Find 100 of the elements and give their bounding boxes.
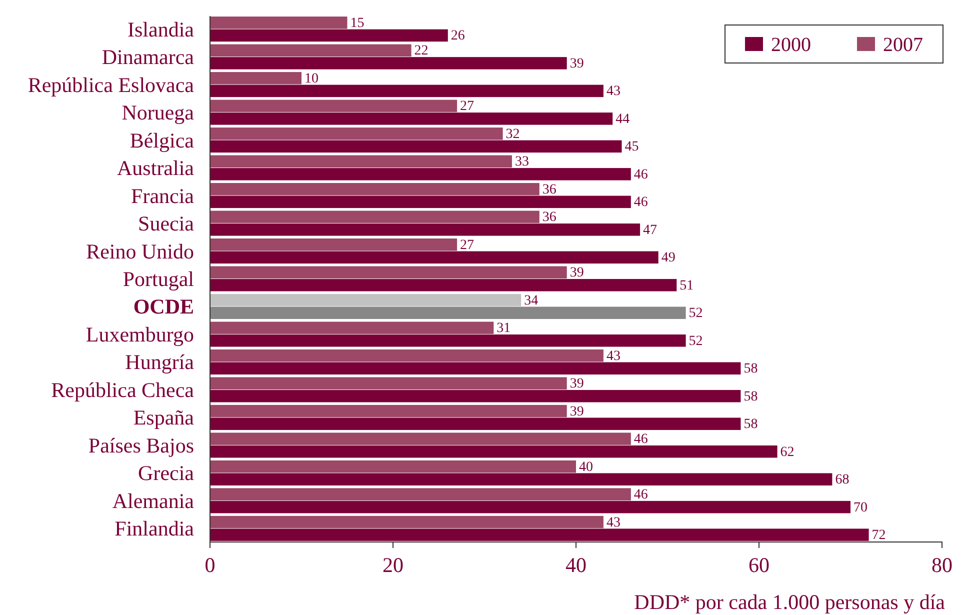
data-label: 27 — [460, 238, 474, 253]
y-tick-label: Australia — [117, 156, 195, 180]
data-label: 34 — [524, 293, 538, 308]
data-label: 70 — [854, 500, 868, 516]
bar — [210, 128, 503, 140]
bar — [210, 266, 567, 278]
bar — [210, 29, 448, 42]
x-tick-label: 60 — [748, 553, 770, 577]
y-tick-label: Noruega — [122, 100, 195, 125]
data-label: 36 — [542, 210, 556, 226]
bar — [210, 72, 302, 84]
x-tick-label: 20 — [382, 553, 404, 577]
data-label: 45 — [624, 140, 639, 155]
data-label: 39 — [570, 56, 584, 72]
data-label: 39 — [570, 404, 584, 420]
bar — [210, 334, 686, 347]
bar — [210, 168, 631, 180]
bar — [210, 155, 512, 168]
data-label: 32 — [506, 126, 520, 142]
data-label: 68 — [835, 472, 850, 488]
y-tick-label: Alemania — [112, 488, 195, 513]
data-label: 52 — [688, 334, 703, 349]
y-tick-label: Islandia — [128, 17, 195, 42]
y-tick-label: Hungría — [125, 350, 195, 374]
data-label: 44 — [616, 112, 630, 127]
data-label: 31 — [496, 321, 511, 336]
bar — [210, 460, 576, 473]
x-tick-label: 0 — [204, 553, 216, 577]
bar — [210, 362, 741, 374]
y-tick-label: Reino Unido — [86, 239, 194, 264]
y-tick-label: República Eslovaca — [28, 72, 195, 97]
bar — [210, 306, 686, 320]
data-label: 72 — [872, 528, 886, 544]
bar — [210, 404, 567, 418]
bar — [210, 238, 458, 251]
data-label: 10 — [304, 71, 318, 86]
data-label: 46 — [634, 195, 648, 210]
legend-label: 2000 — [771, 34, 811, 56]
bar — [210, 251, 658, 264]
x-axis-title: DDD* por cada 1.000 personas y día — [634, 590, 946, 614]
data-label: 40 — [579, 460, 593, 475]
y-tick-label: Portugal — [122, 267, 194, 291]
bar — [210, 112, 613, 125]
data-label: 46 — [634, 167, 648, 182]
bar — [210, 196, 631, 208]
y-tick-label: Grecia — [138, 461, 195, 486]
data-label: 43 — [606, 348, 620, 364]
y-tick-label: OCDE — [133, 294, 194, 319]
bar — [210, 224, 640, 236]
y-tick-label: Finlandia — [114, 516, 195, 541]
bar — [210, 57, 567, 70]
bar — [210, 16, 348, 29]
data-label: 36 — [542, 182, 556, 198]
y-tick-label: Países Bajos — [88, 433, 194, 458]
y-tick-label: República Checa — [51, 378, 195, 402]
data-label: 58 — [744, 362, 758, 377]
data-label: 43 — [606, 84, 620, 100]
data-label: 15 — [350, 16, 364, 31]
data-label: 51 — [680, 278, 694, 294]
bar — [210, 418, 741, 430]
bar — [210, 100, 458, 112]
bar — [210, 183, 540, 196]
x-tick-label: 40 — [566, 553, 586, 577]
bar — [210, 500, 850, 514]
data-label: 47 — [643, 222, 658, 238]
bar — [210, 140, 622, 153]
bar — [210, 445, 778, 458]
legend-label: 2007 — [883, 34, 923, 56]
bar — [210, 294, 522, 306]
x-tick-label: 80 — [932, 553, 952, 577]
bar — [210, 210, 540, 224]
data-label: 43 — [606, 515, 620, 530]
bar — [210, 473, 832, 486]
data-label: 52 — [688, 306, 703, 322]
data-label: 39 — [570, 266, 584, 281]
data-label: 58 — [744, 417, 758, 432]
data-label: 39 — [570, 376, 584, 392]
bar — [210, 84, 604, 98]
data-label: 22 — [414, 44, 428, 59]
bar — [210, 432, 631, 445]
bar — [210, 322, 494, 334]
bar — [210, 349, 604, 362]
data-label: 58 — [744, 389, 758, 404]
data-label: 46 — [634, 488, 648, 503]
data-label: 33 — [514, 154, 529, 170]
y-tick-label: Bélgica — [130, 128, 195, 152]
y-tick-label: Suecia — [138, 212, 195, 236]
bar — [210, 279, 677, 292]
y-tick-label: Dinamarca — [102, 45, 195, 70]
bar — [210, 390, 741, 402]
data-label: 49 — [661, 250, 676, 266]
bar — [210, 377, 567, 390]
bar — [210, 528, 869, 541]
data-label: 46 — [634, 432, 648, 448]
y-tick-label: España — [133, 406, 195, 430]
data-label: 26 — [450, 28, 465, 44]
bar — [210, 516, 604, 528]
bar — [210, 44, 412, 57]
data-label: 62 — [780, 444, 794, 460]
bar — [210, 488, 631, 500]
